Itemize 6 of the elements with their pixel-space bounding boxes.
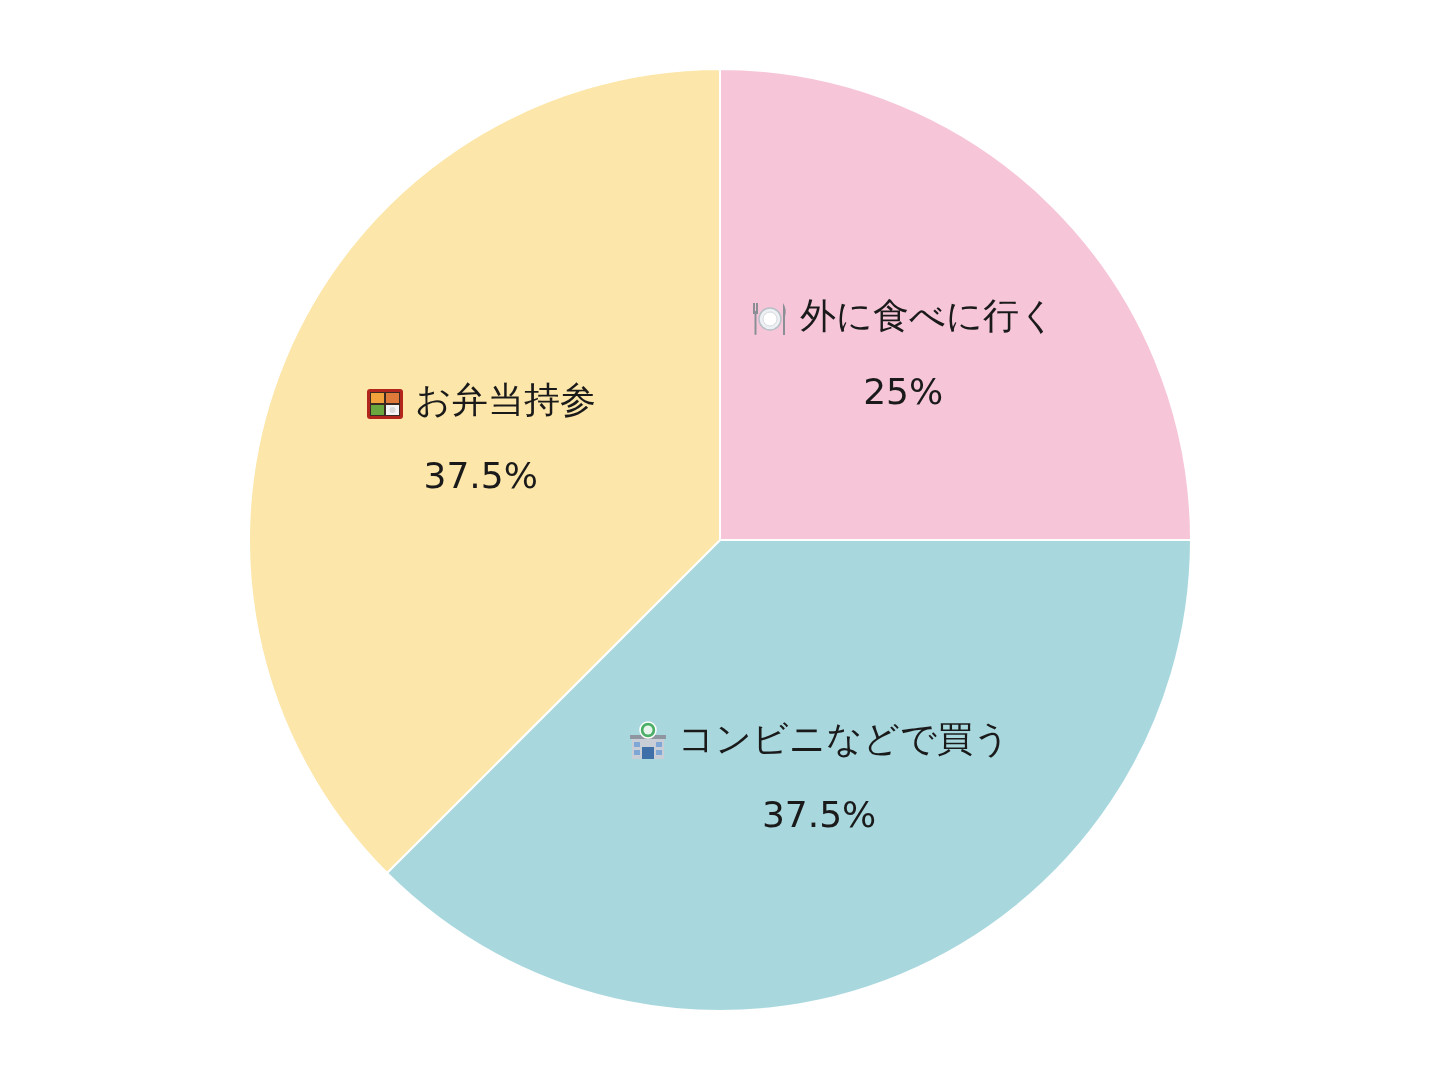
data-label: 37.5% bbox=[761, 793, 877, 835]
slice-label: 外に食べに行く bbox=[800, 295, 1057, 337]
slice-label: コンビニなどで買う bbox=[678, 717, 1011, 759]
slice-label: お弁当持参 bbox=[415, 379, 597, 421]
data-label: 37.5% bbox=[423, 455, 538, 497]
data-label: 25% bbox=[863, 371, 944, 413]
